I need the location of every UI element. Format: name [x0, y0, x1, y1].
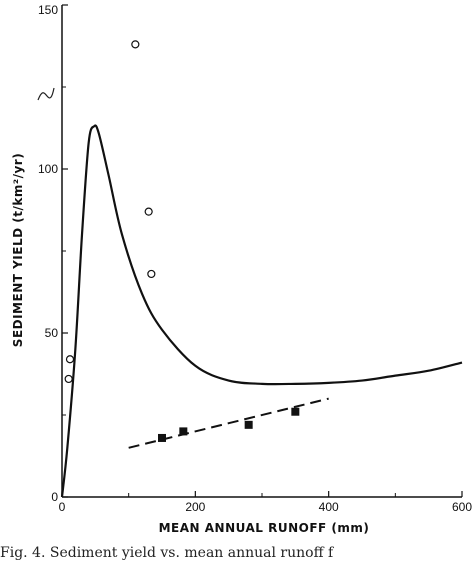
y-tick-label: 0 [51, 490, 58, 504]
x-tick-label: 0 [59, 500, 66, 514]
markers [64, 40, 300, 442]
y-axis-label: SEDIMENT YIELD (t/km²/yr) [11, 153, 25, 347]
filled-square-point [158, 433, 166, 442]
filled-square-point [291, 407, 300, 416]
solid-curve [60, 124, 463, 498]
open-circle-point [65, 355, 75, 364]
dashed-trend-line [128, 397, 329, 449]
y-tick-label: 50 [45, 326, 59, 340]
chart: 0 200 400 600 0 50 100 150 MEAN ANNUAL RUNOFF (… [11, 3, 472, 535]
curves [60, 124, 463, 498]
open-circle-point [144, 207, 153, 216]
figure-caption: Fig. 4. Sediment yield vs. mean annual r… [0, 545, 334, 561]
filled-square-point [244, 420, 253, 429]
y-tick-label: 150 [38, 3, 58, 17]
x-axis-label: MEAN ANNUAL RUNOFF (mm) [159, 521, 370, 535]
open-circle-point [131, 40, 140, 49]
x-tick-label: 600 [452, 500, 472, 514]
y-tick-label: 100 [38, 162, 58, 176]
axes [37, 4, 463, 498]
filled-square-point [179, 427, 188, 436]
open-circle-point [147, 269, 156, 279]
tilde-mark [37, 87, 55, 101]
open-circle-point [64, 374, 73, 384]
x-tick-label: 200 [185, 500, 205, 514]
x-tick-label: 400 [319, 500, 339, 514]
tick-labels: 0 200 400 600 0 50 100 150 [38, 3, 472, 514]
